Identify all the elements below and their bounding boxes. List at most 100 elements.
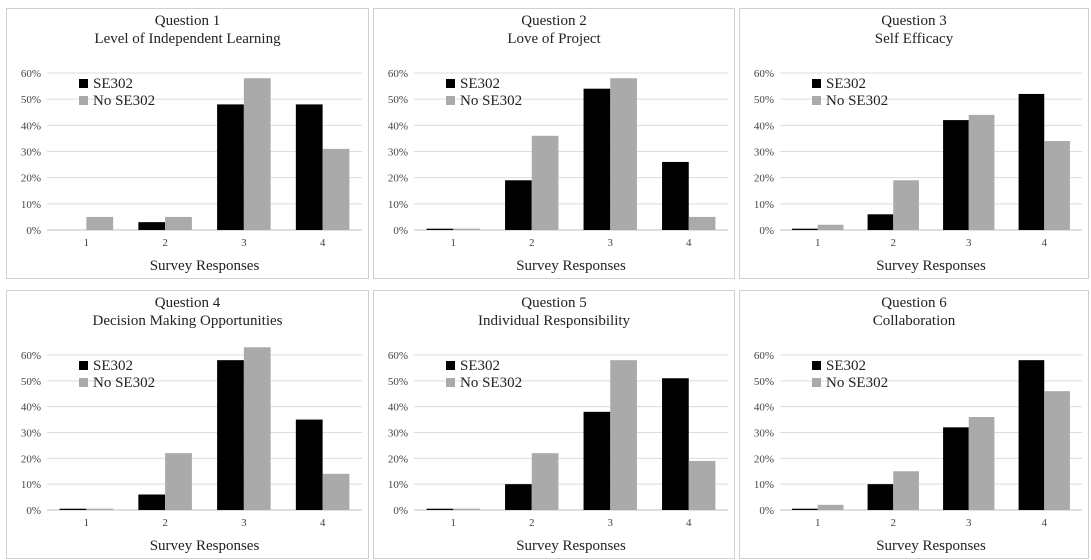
x-tick-label: 3 xyxy=(966,237,972,249)
y-tick-label: 30% xyxy=(754,428,774,440)
legend-label: No SE302 xyxy=(460,375,522,391)
y-tick-label: 40% xyxy=(754,402,774,414)
legend-label: SE302 xyxy=(460,358,500,374)
x-tick-label: 2 xyxy=(891,517,897,529)
bar xyxy=(792,508,818,510)
bar xyxy=(426,508,454,510)
bar xyxy=(165,453,192,510)
bar xyxy=(943,120,969,230)
bar xyxy=(86,216,114,230)
y-tick-label: 40% xyxy=(21,402,41,414)
legend-swatch xyxy=(812,96,821,105)
y-tick-label: 20% xyxy=(21,453,41,465)
legend-swatch xyxy=(79,378,88,387)
bar xyxy=(322,148,350,230)
chart-subtitle: Level of Independent Learning xyxy=(94,31,281,47)
x-tick-label: 1 xyxy=(815,237,821,249)
legend-label: No SE302 xyxy=(93,93,155,109)
bar xyxy=(138,494,166,510)
bar xyxy=(583,88,611,230)
x-tick-label: 3 xyxy=(966,517,972,529)
legend-swatch xyxy=(812,79,821,88)
chart-title: Question 1 xyxy=(154,13,221,29)
bar xyxy=(688,216,716,230)
legend-label: SE302 xyxy=(460,76,500,92)
bar xyxy=(217,360,244,510)
bar xyxy=(138,222,166,230)
legend-swatch xyxy=(446,96,455,105)
x-tick-label: 4 xyxy=(1042,517,1048,529)
x-tick-label: 1 xyxy=(815,517,821,529)
y-tick-label: 40% xyxy=(388,120,408,132)
bar xyxy=(662,161,689,230)
bar xyxy=(531,135,559,230)
y-tick-label: 20% xyxy=(754,453,774,465)
bar xyxy=(59,508,87,510)
bar xyxy=(295,104,323,230)
y-tick-label: 60% xyxy=(388,68,408,80)
y-tick-label: 50% xyxy=(21,94,41,106)
bar xyxy=(1018,360,1045,510)
bar xyxy=(792,228,818,230)
y-tick-label: 20% xyxy=(754,173,774,185)
bar xyxy=(217,104,244,230)
x-tick-label: 1 xyxy=(451,517,457,529)
y-tick-label: 10% xyxy=(754,479,774,491)
y-tick-label: 0% xyxy=(26,505,41,517)
y-tick-label: 0% xyxy=(759,225,774,237)
bar xyxy=(243,78,271,230)
chart-subtitle: Collaboration xyxy=(872,313,956,329)
x-axis-title: Survey Responses xyxy=(150,538,260,554)
y-tick-label: 10% xyxy=(21,199,41,211)
y-tick-label: 60% xyxy=(388,350,408,362)
x-tick-label: 3 xyxy=(608,237,614,249)
y-tick-label: 40% xyxy=(388,402,408,414)
y-tick-label: 50% xyxy=(388,94,408,106)
bar xyxy=(610,360,637,510)
bar xyxy=(1018,93,1045,230)
x-tick-label: 2 xyxy=(162,517,168,529)
y-tick-label: 0% xyxy=(393,505,408,517)
bar xyxy=(893,471,919,510)
legend-swatch xyxy=(812,378,821,387)
chart-title: Question 3 xyxy=(881,13,947,29)
legend-label: SE302 xyxy=(93,358,133,374)
y-tick-label: 10% xyxy=(388,199,408,211)
bar xyxy=(322,473,350,510)
y-tick-label: 20% xyxy=(388,453,408,465)
x-tick-label: 3 xyxy=(241,237,247,249)
chart-panel-q6: Question 6 Collaboration 0% 10% 20% 30% 40% 5… xyxy=(739,290,1089,559)
legend-label: No SE302 xyxy=(826,93,888,109)
y-tick-label: 40% xyxy=(754,120,774,132)
x-tick-label: 4 xyxy=(1042,237,1048,249)
y-tick-label: 60% xyxy=(21,350,41,362)
y-tick-label: 10% xyxy=(388,479,408,491)
bar xyxy=(1044,391,1070,510)
x-tick-label: 4 xyxy=(320,517,326,529)
y-tick-label: 40% xyxy=(21,120,41,132)
x-tick-label: 4 xyxy=(320,237,326,249)
x-axis-title: Survey Responses xyxy=(876,258,986,274)
x-tick-label: 1 xyxy=(451,237,457,249)
legend-swatch xyxy=(446,378,455,387)
y-tick-label: 60% xyxy=(754,68,774,80)
y-tick-label: 30% xyxy=(754,147,774,159)
chart-title: Question 6 xyxy=(881,295,947,311)
y-tick-label: 50% xyxy=(21,376,41,388)
legend-label: No SE302 xyxy=(460,93,522,109)
x-tick-label: 3 xyxy=(241,517,247,529)
y-tick-label: 30% xyxy=(388,428,408,440)
bar xyxy=(453,228,480,230)
y-tick-label: 10% xyxy=(754,199,774,211)
legend-swatch xyxy=(446,79,455,88)
y-tick-label: 0% xyxy=(759,505,774,517)
bar xyxy=(1044,141,1070,230)
bar xyxy=(453,508,480,510)
chart-title: Question 4 xyxy=(154,295,221,311)
bar-chart-q2: 0% 10% 20% 30% 40% 50% 60% 1 2 3 4 Survey Responses… xyxy=(388,68,728,274)
x-tick-label: 4 xyxy=(686,237,692,249)
bar-chart-q4: 0% 10% 20% 30% 40% 50% 60% 1 2 3 4 Survey Responses… xyxy=(21,347,362,554)
y-tick-label: 10% xyxy=(21,479,41,491)
y-tick-label: 60% xyxy=(21,68,41,80)
chart-subtitle: Self Efficacy xyxy=(874,31,954,47)
